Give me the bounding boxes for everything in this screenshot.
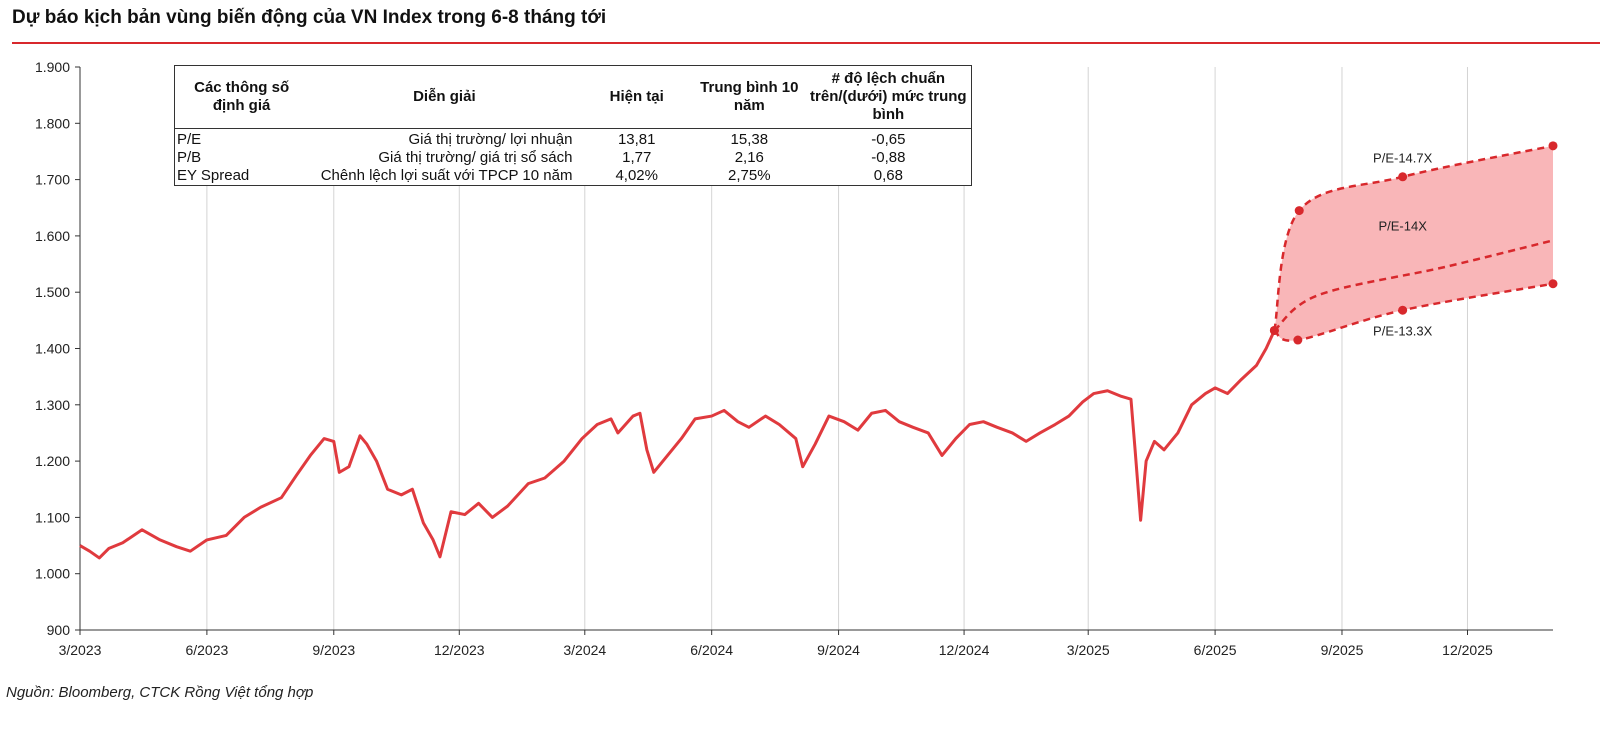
y-tick-label: 1.600	[35, 228, 70, 244]
table-cell-sd: -0,65	[871, 131, 906, 148]
x-tick-label: 9/2025	[1321, 642, 1364, 658]
x-tick-label: 12/2024	[939, 642, 990, 658]
x-tick-label: 6/2025	[1194, 642, 1237, 658]
y-tick-label: 1.700	[35, 172, 70, 188]
table-cell-avg: 15,38	[730, 131, 769, 148]
y-tick-label: 1.100	[35, 509, 70, 525]
forecast-line-p-e-14x	[1273, 239, 1554, 332]
x-tick-label: 6/2024	[690, 642, 733, 658]
title-divider	[12, 42, 1600, 44]
table-cell-sd: 0,68	[873, 167, 903, 184]
y-tick-label: 900	[47, 622, 71, 638]
y-tick-label: 1.800	[35, 115, 70, 131]
table-cell-param: EY Spread	[177, 167, 250, 184]
table-cell-sd: -0,88	[871, 149, 906, 166]
table-cell-desc: Giá thị trường/ giá trị sổ sách	[378, 149, 573, 166]
y-tick-label: 1.200	[35, 453, 70, 469]
scenario-label: P/E-13.3X	[1373, 324, 1433, 339]
table-header-current: Hiện tại	[580, 65, 693, 129]
x-tick-label: 3/2025	[1067, 642, 1110, 658]
forecast-line-p-e-13-3x	[1273, 282, 1554, 342]
table-header-sd: # độ lệch chuẩn trên/(dưới) mức trung bì…	[805, 65, 972, 129]
table-row: P/B Giá thị trường/ giá trị sổ sách 1,77…	[175, 149, 972, 167]
y-tick-label: 1.900	[35, 59, 70, 75]
y-tick-label: 1.000	[35, 566, 70, 582]
y-tick-label: 1.300	[35, 397, 70, 413]
table-cell-current: 4,02%	[615, 167, 658, 184]
table-row: EY Spread Chênh lệch lợi suất với TPCP 1…	[175, 167, 972, 186]
forecast-point	[1293, 335, 1303, 345]
x-tick-label: 3/2024	[563, 642, 606, 658]
table-cell-param: P/B	[177, 149, 202, 166]
forecast-point	[1269, 325, 1279, 335]
x-tick-label: 3/2023	[59, 642, 102, 658]
table-cell-avg: 2,16	[734, 149, 764, 166]
x-tick-label: 12/2023	[434, 642, 485, 658]
y-tick-label: 1.400	[35, 341, 70, 357]
x-tick-label: 12/2025	[1442, 642, 1493, 658]
table-cell-desc: Giá thị trường/ lợi nhuận	[408, 131, 573, 148]
source-note: Nguồn: Bloomberg, CTCK Rồng Việt tổng hợ…	[6, 684, 314, 701]
forecast-point	[1548, 279, 1558, 289]
forecast-band	[1274, 145, 1553, 341]
table-header-desc: Diễn giải	[308, 65, 581, 129]
table-cell-current: 1,77	[622, 149, 652, 166]
forecast-line-p-e-14-7x	[1273, 144, 1554, 331]
forecast-point	[1398, 305, 1408, 315]
chart-title: Dự báo kịch bản vùng biến động của VN In…	[12, 7, 607, 28]
table-row: P/E Giá thị trường/ lợi nhuận 13,81 15,3…	[175, 129, 972, 150]
vn-index-line	[79, 329, 1276, 560]
valuation-table: Các thông số định giá Diễn giải Hiện tại…	[174, 65, 972, 186]
scenario-label: P/E-14X	[1378, 218, 1427, 233]
x-tick-label: 9/2024	[817, 642, 860, 658]
table-header-row: Các thông số định giá Diễn giải Hiện tại…	[174, 65, 972, 129]
table-cell-avg: 2,75%	[728, 167, 771, 184]
table-cell-param: P/E	[177, 131, 202, 148]
table-header-param: Các thông số định giá	[174, 65, 309, 129]
table-cell-desc: Chênh lệch lợi suất với TPCP 10 năm	[320, 167, 573, 184]
forecast-point	[1294, 206, 1304, 216]
scenario-label: P/E-14.7X	[1373, 151, 1433, 166]
table-cell-current: 13,81	[617, 131, 656, 148]
table-header-avg: Trung bình 10 năm	[692, 65, 806, 129]
y-tick-label: 1.500	[35, 284, 70, 300]
x-tick-label: 9/2023	[312, 642, 355, 658]
forecast-point	[1548, 141, 1558, 151]
x-tick-label: 6/2023	[185, 642, 228, 658]
forecast-point	[1398, 172, 1408, 182]
